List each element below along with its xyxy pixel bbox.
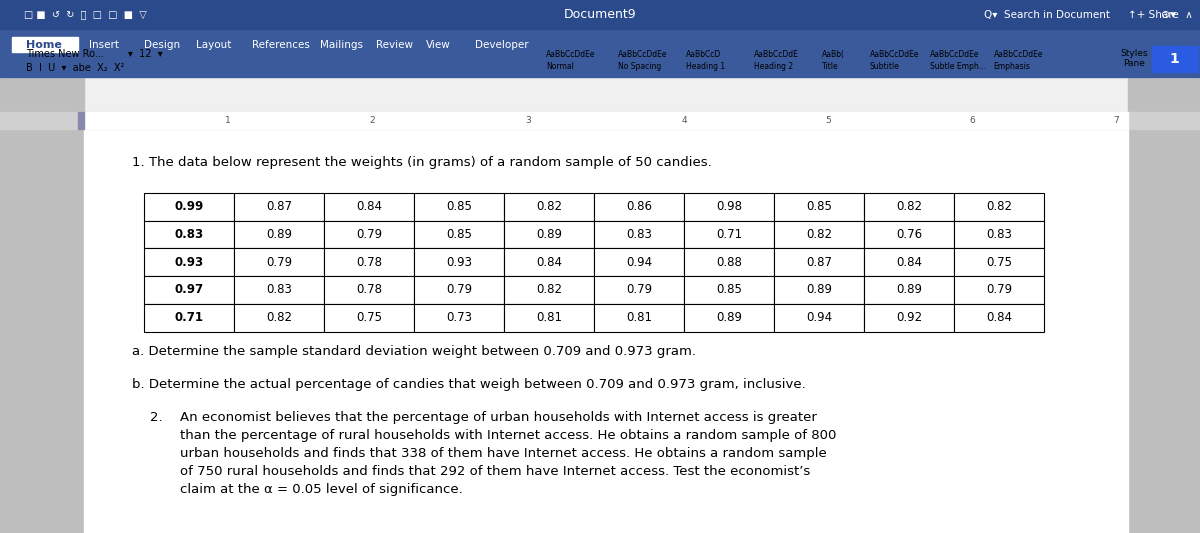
Text: 0.82: 0.82 [986,200,1012,213]
Text: 0.75: 0.75 [356,311,382,324]
Text: 0.99: 0.99 [174,200,204,213]
Text: No Spacing: No Spacing [618,62,661,71]
Text: 0.86: 0.86 [626,200,652,213]
Text: 0.81: 0.81 [626,311,652,324]
Text: 0.85: 0.85 [446,200,472,213]
Text: 0.89: 0.89 [806,284,832,296]
Text: 0.79: 0.79 [446,284,472,296]
Text: a. Determine the sample standard deviation weight between 0.709 and 0.973 gram.: a. Determine the sample standard deviati… [132,345,696,358]
Text: 0.93: 0.93 [174,256,204,269]
Text: Subtitle: Subtitle [870,62,900,71]
Text: Styles
Pane: Styles Pane [1120,49,1148,68]
Text: Layout: Layout [196,40,230,50]
Text: ↑+ Share  ∧: ↑+ Share ∧ [1128,10,1193,20]
Text: 0.82: 0.82 [536,284,562,296]
Text: View: View [426,40,451,50]
Text: 0.85: 0.85 [716,284,742,296]
Text: AaBbCcDdEe: AaBbCcDdEe [994,51,1043,59]
Text: 0.71: 0.71 [716,228,742,241]
Text: 0.84: 0.84 [896,256,922,269]
Text: 0.84: 0.84 [356,200,382,213]
Text: Document9: Document9 [564,8,636,21]
Text: 0.73: 0.73 [446,311,472,324]
Text: 0.79: 0.79 [986,284,1012,296]
Text: 0.78: 0.78 [356,284,382,296]
Text: Insert: Insert [89,40,119,50]
Text: 0.83: 0.83 [266,284,292,296]
Text: 0.79: 0.79 [626,284,652,296]
Text: 0.81: 0.81 [536,311,562,324]
Text: b. Determine the actual percentage of candies that weigh between 0.709 and 0.973: b. Determine the actual percentage of ca… [132,378,805,391]
Text: 1: 1 [1170,52,1180,66]
Text: 5: 5 [826,116,830,125]
Text: Mailings: Mailings [320,40,364,50]
Text: Developer: Developer [475,40,529,50]
Text: Home: Home [26,40,62,50]
Text: 0.93: 0.93 [446,256,472,269]
Text: 0.82: 0.82 [896,200,922,213]
Text: Heading 2: Heading 2 [754,62,793,71]
Text: Times New Ro...: Times New Ro... [26,50,104,59]
Text: B  I  U  ▾  abe  X₂  X²: B I U ▾ abe X₂ X² [26,63,125,72]
Text: 0.78: 0.78 [356,256,382,269]
Text: AaBbCcDdE: AaBbCcDdE [754,51,798,59]
Text: Title: Title [822,62,839,71]
Text: 0.83: 0.83 [174,228,204,241]
Text: 0.92: 0.92 [896,311,922,324]
Text: 0.71: 0.71 [174,311,204,324]
Text: Subtle Emph...: Subtle Emph... [930,62,986,71]
Text: 3: 3 [526,116,530,125]
Text: 2.: 2. [150,411,163,424]
Text: 0.85: 0.85 [806,200,832,213]
Text: 0.94: 0.94 [806,311,832,324]
Text: 0.88: 0.88 [716,256,742,269]
Text: 0.83: 0.83 [986,228,1012,241]
Text: Emphasis: Emphasis [994,62,1031,71]
Text: 0.85: 0.85 [446,228,472,241]
Text: 0.82: 0.82 [806,228,832,241]
Text: An economist believes that the percentage of urban households with Internet acce: An economist believes that the percentag… [180,411,836,496]
Text: Heading 1: Heading 1 [686,62,726,71]
Text: 0.84: 0.84 [536,256,562,269]
Text: 0.84: 0.84 [986,311,1012,324]
Text: 0.82: 0.82 [536,200,562,213]
Text: 2: 2 [370,116,374,125]
Text: AaBbCcDdEe: AaBbCcDdEe [930,51,979,59]
Text: Review: Review [376,40,413,50]
Text: 0.89: 0.89 [266,228,292,241]
Text: 0.87: 0.87 [266,200,292,213]
Text: AaBbCcDdEe: AaBbCcDdEe [618,51,667,59]
Text: AaBbCcDdEe: AaBbCcDdEe [546,51,595,59]
Text: 1: 1 [226,116,230,125]
Text: 1. The data below represent the weights (in grams) of a random sample of 50 cand: 1. The data below represent the weights … [132,156,712,168]
Text: 0.79: 0.79 [266,256,292,269]
Text: AaBbCcDdEe: AaBbCcDdEe [870,51,919,59]
Text: 0.87: 0.87 [806,256,832,269]
Text: 0.75: 0.75 [986,256,1012,269]
Text: 4: 4 [682,116,686,125]
Text: 0.89: 0.89 [896,284,922,296]
Text: 0.89: 0.89 [716,311,742,324]
Text: 0.98: 0.98 [716,200,742,213]
Text: ⊙▾: ⊙▾ [1162,10,1176,20]
Text: 0.76: 0.76 [896,228,922,241]
Text: □ ■  ↺  ↻  🖨  □  □  ■  ▽: □ ■ ↺ ↻ 🖨 □ □ ■ ▽ [24,10,146,20]
Text: 0.82: 0.82 [266,311,292,324]
Text: AaBbCcD: AaBbCcD [686,51,721,59]
Text: 0.89: 0.89 [536,228,562,241]
Text: 0.94: 0.94 [626,256,652,269]
Text: 0.97: 0.97 [174,284,204,296]
Text: Design: Design [144,40,180,50]
Text: Normal: Normal [546,62,574,71]
Text: AaBb(: AaBb( [822,51,845,59]
Text: 7: 7 [1114,116,1118,125]
Text: References: References [252,40,310,50]
Text: Q▾  Search in Document: Q▾ Search in Document [984,10,1110,20]
Text: 0.83: 0.83 [626,228,652,241]
Text: 6: 6 [970,116,974,125]
Text: ▾  12  ▾: ▾ 12 ▾ [128,50,163,59]
Text: 0.79: 0.79 [356,228,382,241]
